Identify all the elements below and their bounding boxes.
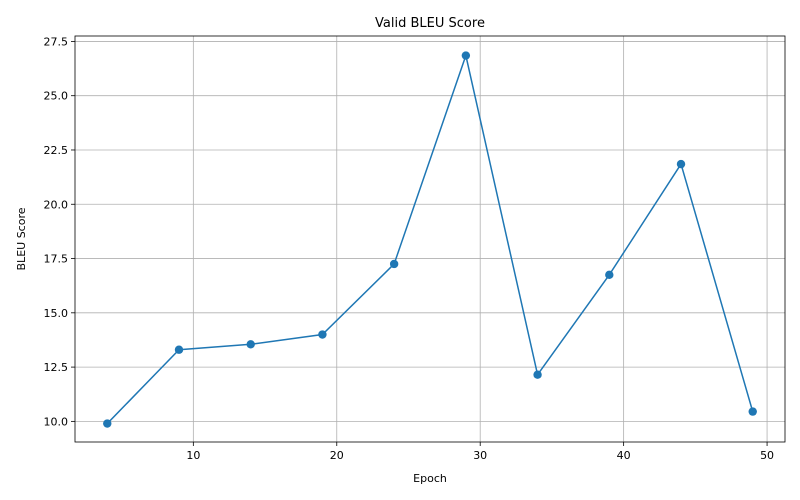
y-tick-label: 15.0 xyxy=(44,307,69,320)
y-axis-ticks: 10.0 12.5 15.0 17.5 20.0 22.5 25.0 27.5 xyxy=(44,35,75,428)
x-tick-label: 20 xyxy=(330,449,344,462)
data-point xyxy=(103,419,112,428)
x-tick-label: 40 xyxy=(617,449,631,462)
x-tick-label: 10 xyxy=(186,449,200,462)
x-axis-label: Epoch xyxy=(413,472,447,485)
data-point xyxy=(605,270,614,280)
plot-frame xyxy=(74,35,786,443)
y-axis-label: BLEU Score xyxy=(15,207,28,270)
y-tick-label: 22.5 xyxy=(44,144,69,157)
grid xyxy=(75,36,785,442)
data-point xyxy=(533,370,542,379)
data-point xyxy=(676,159,686,169)
x-axis-ticks: 10 20 30 40 50 xyxy=(186,442,774,462)
data-point xyxy=(748,407,757,416)
data-point xyxy=(174,345,184,354)
y-tick-label: 17.5 xyxy=(44,253,69,266)
data-point xyxy=(318,330,327,339)
series-layer xyxy=(103,51,757,428)
data-point xyxy=(461,51,471,60)
x-tick-label: 50 xyxy=(760,449,774,462)
data-point xyxy=(246,340,255,349)
y-tick-label: 10.0 xyxy=(44,415,69,428)
y-tick-label: 27.5 xyxy=(44,35,69,48)
y-tick-label: 25.0 xyxy=(44,90,69,103)
series-line xyxy=(106,52,754,425)
x-tick-label: 30 xyxy=(473,449,487,462)
chart-title: Valid BLEU Score xyxy=(375,16,485,31)
y-tick-label: 20.0 xyxy=(44,198,69,211)
data-point xyxy=(389,259,399,269)
y-tick-label: 12.5 xyxy=(44,361,69,374)
